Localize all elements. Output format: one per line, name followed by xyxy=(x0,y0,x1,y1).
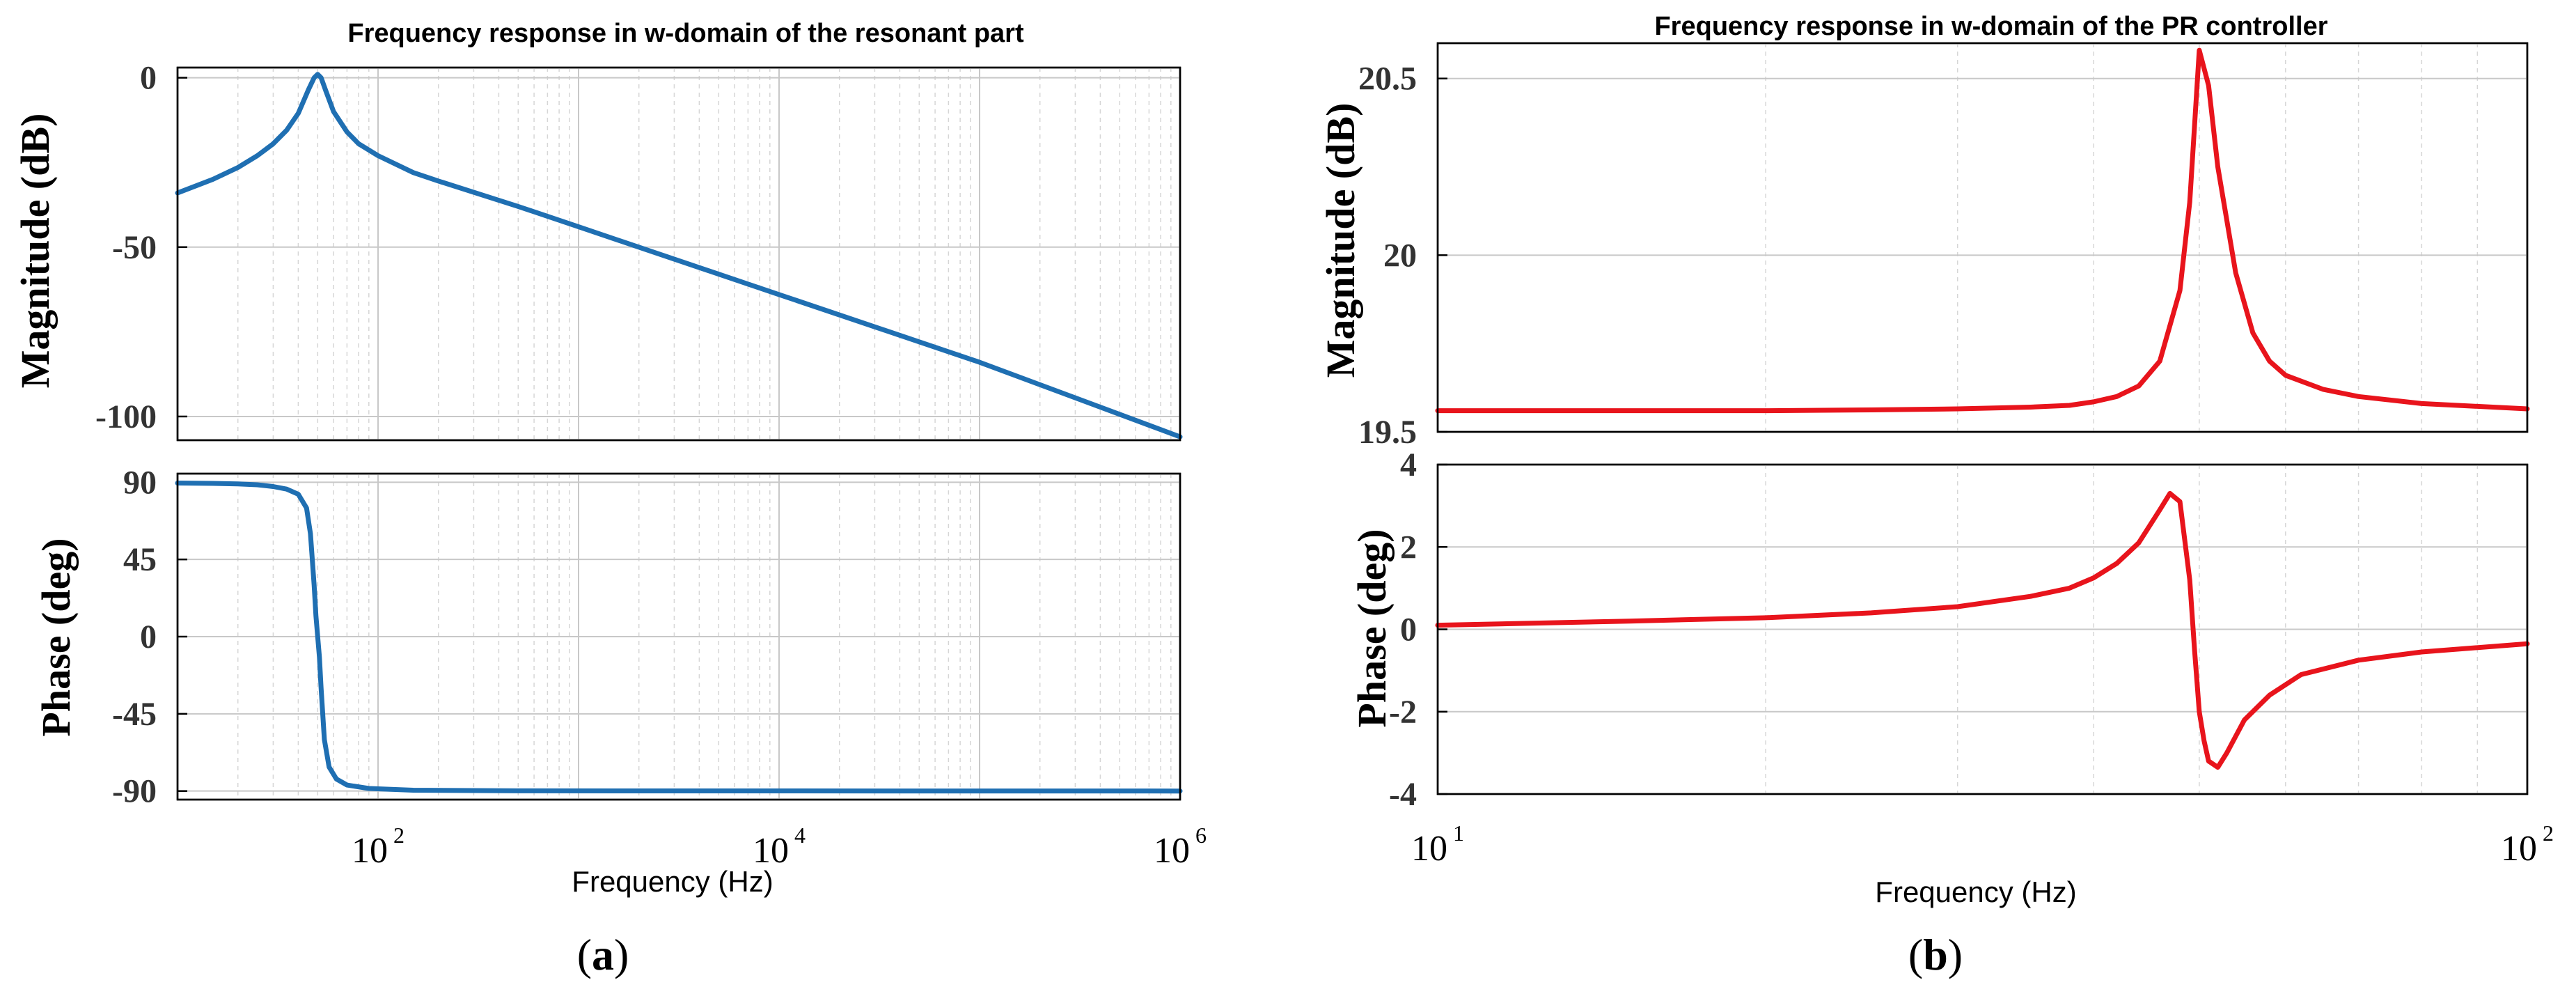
y-tick-label: -50 xyxy=(112,229,157,266)
chart-b-title: Frequency response in w-domain of the PR… xyxy=(1654,12,2327,41)
chart-a-magnitude-panel: 0 -50 -100 xyxy=(95,60,1183,442)
chart-b-caption-letter: b xyxy=(1923,930,1948,979)
x-tick-exponent: 6 xyxy=(1195,823,1207,848)
chart-a-phase-ylabel: Phase (deg) xyxy=(33,538,79,736)
y-tick-label: 4 xyxy=(1400,446,1417,483)
chart-b-phase-ylabel: Phase (deg) xyxy=(1349,529,1395,727)
y-tick-label: 45 xyxy=(123,541,157,578)
x-tick-exponent: 1 xyxy=(1453,821,1464,846)
chart-b-caption: (b) xyxy=(1908,930,1963,979)
x-tick-exponent: 4 xyxy=(794,823,806,848)
chart-b-magnitude-ylabel: Magnitude (dB) xyxy=(1318,103,1363,378)
y-tick-label: 20 xyxy=(1383,237,1417,274)
chart-b-magnitude-panel: 20.5 20 19.5 xyxy=(1358,42,2530,451)
series-line xyxy=(175,72,1183,440)
y-tick-label: -2 xyxy=(1389,694,1417,731)
y-tick-label: 2 xyxy=(1400,529,1417,566)
y-tick-label: 0 xyxy=(1400,612,1417,648)
y-tick-label: 90 xyxy=(123,464,157,501)
y-tick-label: -4 xyxy=(1389,776,1417,813)
plot-area xyxy=(176,66,1181,442)
chart-b: Frequency response in w-domain of the PR… xyxy=(1318,12,2554,979)
series-line xyxy=(1435,490,2530,770)
chart-b-phase-panel: 420-2-410 1 10 2 xyxy=(1389,446,2554,869)
x-tick-label: 10 xyxy=(753,831,789,871)
x-tick-label: 10 xyxy=(1411,829,1447,869)
chart-a-caption: (a) xyxy=(577,930,629,979)
plot-area xyxy=(1436,42,2529,433)
plot-border xyxy=(1436,463,2529,795)
y-tick-label: -90 xyxy=(112,773,157,810)
plot-border xyxy=(176,472,1181,801)
chart-a-caption-letter: a xyxy=(592,930,614,979)
chart-a-magnitude-ylabel: Magnitude (dB) xyxy=(13,114,58,389)
x-tick-exponent: 2 xyxy=(2543,821,2554,846)
y-tick-label: 20.5 xyxy=(1358,61,1417,98)
y-tick-label: 19.5 xyxy=(1358,414,1417,451)
y-tick-label: -100 xyxy=(95,398,157,435)
x-tick-label: 10 xyxy=(1154,831,1190,871)
series-line xyxy=(175,481,1183,794)
y-tick-label: 0 xyxy=(140,60,157,97)
chart-a: Frequency response in w-domain of the re… xyxy=(13,19,1207,979)
plot-border xyxy=(1436,42,2529,433)
x-tick-exponent: 2 xyxy=(393,823,405,848)
series-line xyxy=(1435,47,2530,414)
chart-a-title: Frequency response in w-domain of the re… xyxy=(347,19,1024,48)
y-tick-label: -45 xyxy=(112,696,157,733)
x-tick-label: 10 xyxy=(2501,829,2537,869)
plot-border xyxy=(176,66,1181,442)
x-tick-label: 10 xyxy=(352,831,388,871)
chart-a-xlabel: Frequency (Hz) xyxy=(572,865,773,898)
chart-b-xlabel: Frequency (Hz) xyxy=(1875,876,2076,908)
y-tick-label: 0 xyxy=(140,619,157,655)
